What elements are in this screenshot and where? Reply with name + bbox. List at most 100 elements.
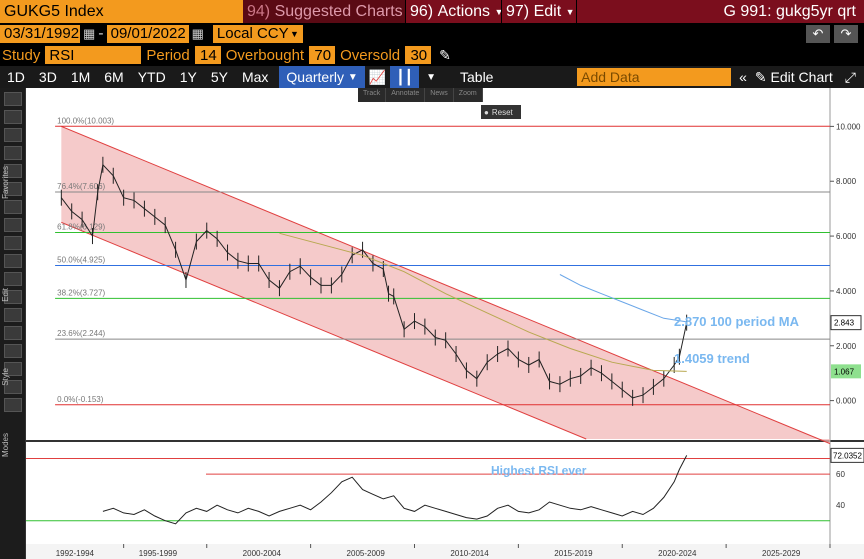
range-button-1m[interactable]: 1M: [70, 69, 91, 85]
fib-level-label: 100.0%(10.003): [57, 116, 114, 125]
rsi-line: [102, 455, 688, 525]
lock-icon[interactable]: [4, 362, 22, 376]
fib-level-label: 38.2%(3.727): [57, 288, 105, 297]
calendar-icon[interactable]: ▦: [83, 25, 96, 41]
chevron-down-icon[interactable]: ▼: [426, 71, 436, 83]
pen-icon[interactable]: [4, 110, 22, 124]
range-button-6m[interactable]: 6M: [104, 69, 124, 85]
range-button-1d[interactable]: 1D: [7, 69, 25, 85]
frequency-select[interactable]: Quarterly ▼: [279, 66, 365, 88]
undo-icon[interactable]: ↶: [806, 24, 830, 43]
table-button[interactable]: Table: [460, 69, 494, 85]
drawing-toolbar: Favorites Edit Style Modes: [0, 88, 26, 559]
subtool-zoom[interactable]: Zoom: [454, 88, 483, 102]
line-icon[interactable]: [4, 200, 22, 214]
edit-label: Edit: [533, 2, 562, 20]
chevron-down-icon: ▼: [290, 28, 299, 39]
x-tick-label: 2025-2029: [762, 549, 801, 558]
short-ma-label: 1.067: [834, 367, 855, 376]
palette-icon[interactable]: [4, 326, 22, 340]
range-button-5y[interactable]: 5Y: [210, 69, 228, 85]
actions-button[interactable]: 96) Actions ▼: [405, 0, 501, 23]
short-ma-box: [831, 364, 861, 379]
actions-label: Actions: [437, 2, 491, 20]
edit-button[interactable]: 97) Edit ▼: [501, 0, 576, 23]
rsi-tick-label: 60: [836, 470, 845, 479]
y-tick-label: 4.000: [836, 287, 857, 296]
calendar-icon[interactable]: ▦: [191, 25, 204, 41]
fib-icon[interactable]: [4, 146, 22, 160]
currency-select[interactable]: Local CCY ▼: [212, 24, 303, 43]
fib-level-label: 76.4%(7.606): [57, 182, 105, 191]
ruler-icon[interactable]: [4, 218, 22, 232]
channel-icon[interactable]: [4, 164, 22, 178]
arrow-icon[interactable]: [4, 182, 22, 196]
ticker-field[interactable]: GUKG5 Index: [0, 0, 243, 23]
overbought-input[interactable]: 70: [309, 46, 336, 64]
gear-icon[interactable]: [4, 398, 22, 412]
chevron-down-icon: ▼: [495, 7, 502, 17]
thickness-icon[interactable]: [4, 344, 22, 358]
start-date-input[interactable]: 03/31/1992: [0, 24, 80, 43]
period-input[interactable]: 14: [194, 46, 221, 64]
x-axis-band: [26, 544, 864, 559]
ticker-text: GUKG5 Index: [4, 2, 104, 20]
text-icon[interactable]: [4, 128, 22, 142]
overbought-label: Overbought: [225, 46, 305, 64]
rsi-last-label: 72.0352: [833, 451, 862, 460]
expand-icon[interactable]: ⤢: [844, 68, 856, 85]
ma-annotation: 2.870 100 period MA: [674, 314, 800, 329]
rsi-last-box: [830, 447, 864, 463]
redo-icon[interactable]: ↷: [834, 24, 858, 43]
candlestick-icon[interactable]: ┃┃: [390, 66, 420, 88]
y-tick-label: 2.000: [836, 342, 857, 351]
favorites-label: Favorites: [1, 166, 10, 199]
x-tick-label: 1992-1994: [56, 549, 95, 558]
subtool-track[interactable]: Track: [358, 88, 387, 102]
reset-button[interactable]: ● Reset: [481, 105, 521, 119]
eraser-icon[interactable]: [4, 290, 22, 304]
trend-annotation: 1.4059 trend: [674, 351, 750, 366]
subtool-news[interactable]: News: [425, 88, 454, 102]
pointer-icon[interactable]: [4, 92, 22, 106]
range-button-ytd[interactable]: YTD: [137, 69, 166, 85]
line-chart-icon[interactable]: 📈: [368, 68, 387, 85]
fib-level-label: 23.6%(2.244): [57, 329, 105, 338]
edit-chart-button[interactable]: ✎ Edit Chart: [754, 68, 833, 86]
y-tick-label: 0.000: [836, 397, 857, 406]
chart-id: G 991: gukg5yr qrt: [576, 0, 864, 23]
last-price-box: [830, 315, 862, 331]
add-data-input[interactable]: Add Data: [577, 68, 732, 86]
collapse-icon[interactable]: «: [739, 69, 747, 85]
y-tick-label: 10.000: [836, 122, 861, 131]
period-label: Period: [146, 46, 190, 64]
chevron-down-icon: ▼: [565, 6, 575, 17]
y-tick-label: 6.000: [836, 232, 857, 241]
reset-icon: ●: [484, 107, 489, 117]
x-tick-label: 2020-2024: [658, 549, 697, 558]
subtool-annotate[interactable]: Annotate: [386, 88, 426, 102]
style-side-label: Style: [1, 368, 10, 386]
cross-icon[interactable]: [4, 254, 22, 268]
price-chart[interactable]: 100.0%(10.003) 76.4%(7.606) 61.8%(6.129) 50…: [26, 88, 864, 559]
pen-icon[interactable]: ✎: [439, 46, 451, 63]
x-tick-label: 2000-2004: [243, 549, 282, 558]
study-input[interactable]: RSI: [45, 46, 142, 64]
oversold-input[interactable]: 30: [405, 46, 432, 64]
end-date-input[interactable]: 09/01/2022: [106, 24, 189, 43]
range-button-3d[interactable]: 3D: [38, 69, 57, 85]
hline-icon[interactable]: [4, 236, 22, 250]
range-button-max[interactable]: Max: [241, 69, 269, 85]
study-label: Study: [2, 46, 41, 64]
brush-icon[interactable]: [4, 272, 22, 286]
fib-level-label: 61.8%(6.129): [57, 223, 105, 232]
rsi-tick-label: 40: [836, 501, 845, 510]
range-button-1y[interactable]: 1Y: [179, 69, 197, 85]
style-icon[interactable]: [4, 308, 22, 322]
suggested-charts-button[interactable]: 94) Suggested Charts: [243, 0, 405, 23]
modes-side-label: Modes: [1, 433, 10, 458]
x-tick-label: 2005-2009: [347, 549, 386, 558]
trash-icon[interactable]: [4, 380, 22, 394]
oversold-label: Oversold: [340, 46, 401, 64]
ma-short-line: [279, 232, 687, 372]
